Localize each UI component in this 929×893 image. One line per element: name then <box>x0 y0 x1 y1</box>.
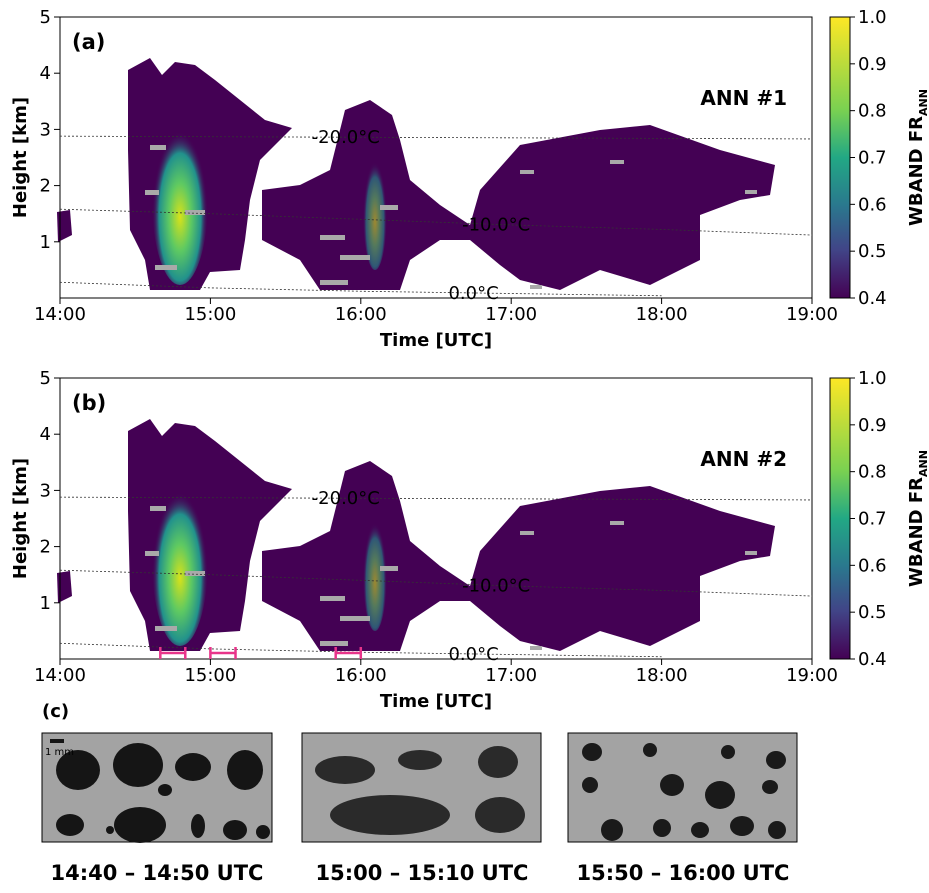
panel-label: (c) <box>42 701 69 722</box>
x-tick-label: 17:00 <box>485 665 537 686</box>
x-tick-label: 19:00 <box>786 304 838 325</box>
micrograph-panel: (c) 1 mm 14:40 – 14:50 UTC 15:00 – 15:10… <box>41 701 798 885</box>
plot-frame <box>59 377 813 660</box>
colorbar-tick-label: 0.8 <box>858 462 887 483</box>
colorbar-label-sub: ANN <box>917 89 929 116</box>
colorbar-label: WBAND FRANN <box>906 89 929 226</box>
x-tick-label: 14:00 <box>34 304 86 325</box>
x-tick-label: 15:00 <box>184 304 236 325</box>
y-tick-label: 4 <box>40 63 51 84</box>
interval <box>159 647 187 659</box>
particles <box>315 746 525 835</box>
x-tick-label: 17:00 <box>485 304 537 325</box>
isotherm <box>59 496 813 501</box>
y-tick-label: 4 <box>40 424 51 445</box>
x-tick-label: 16:00 <box>335 665 387 686</box>
interval <box>334 647 363 659</box>
y-tick-label: 5 <box>40 368 51 389</box>
y-tick-label: 1 <box>40 232 51 253</box>
isotherm-label: -20.0°C <box>312 488 380 509</box>
isotherm <box>59 569 813 597</box>
y-axis-label: Height [km] <box>10 458 31 579</box>
caption: 14:40 – 14:50 UTC <box>51 861 264 885</box>
x-axis-label: Time [UTC] <box>380 691 492 712</box>
y-tick-label: 2 <box>40 176 51 197</box>
colorbar-tick-label: 0.4 <box>858 649 887 670</box>
isotherm-label: 0.0°C <box>448 644 498 665</box>
panel: 14:00 15:00 16:00 17:00 18:00 19:00 1 2 3 4 5 Time … <box>10 7 929 351</box>
panel-label: (b) <box>72 391 106 415</box>
isotherm-label: 0.0°C <box>448 283 498 304</box>
colorbar-tick-label: 0.5 <box>858 241 887 262</box>
colorbar <box>829 16 851 299</box>
y-tick-label: 3 <box>40 480 51 501</box>
colorbar <box>829 377 851 660</box>
colorbar-tick-label: 1.0 <box>858 7 887 28</box>
colorbar-tick-label: 1.0 <box>858 368 887 389</box>
annotation: ANN #2 <box>700 447 787 471</box>
caption: 15:50 – 16:00 UTC <box>577 861 790 885</box>
scale-label: 1 mm <box>45 747 74 758</box>
colorbar-tick-label: 0.9 <box>858 54 887 75</box>
isotherm-label: -20.0°C <box>312 127 380 148</box>
x-tick-label: 15:00 <box>184 665 236 686</box>
x-tick-label: 19:00 <box>786 665 838 686</box>
colorbar-label: WBAND FRANN <box>906 450 929 587</box>
isotherm <box>59 208 813 236</box>
particles <box>50 739 270 843</box>
x-axis-label: Time [UTC] <box>380 330 492 351</box>
colorbar-tick-label: 0.6 <box>858 194 887 215</box>
isotherm-label: -10.0°C <box>462 214 530 235</box>
colorbar-tick-label: 0.7 <box>858 148 887 169</box>
colorbar-tick-label: 0.7 <box>858 509 887 530</box>
isotherm <box>59 135 813 140</box>
panel-label: (a) <box>72 30 105 54</box>
colorbar-tick-label: 0.9 <box>858 415 887 436</box>
x-tick-label: 18:00 <box>636 665 688 686</box>
panels: 14:00 15:00 16:00 17:00 18:00 19:00 1 2 3 4 5 Time … <box>10 7 929 712</box>
y-tick-label: 3 <box>40 119 51 140</box>
plot-frame <box>59 16 813 299</box>
y-tick-label: 1 <box>40 593 51 614</box>
y-tick-label: 2 <box>40 537 51 558</box>
interval <box>209 647 237 659</box>
colorbar-tick-label: 0.4 <box>858 288 887 309</box>
colorbar-tick-label: 0.5 <box>858 602 887 623</box>
radar-echo <box>57 58 775 290</box>
particles <box>582 743 786 841</box>
x-tick-label: 18:00 <box>636 304 688 325</box>
colorbar-tick-label: 0.6 <box>858 555 887 576</box>
colorbar-label-main: WBAND FR <box>906 116 927 226</box>
radar-echo <box>57 419 775 651</box>
isotherm-label: -10.0°C <box>462 575 530 596</box>
caption: 15:00 – 15:10 UTC <box>316 861 529 885</box>
x-tick-label: 16:00 <box>335 304 387 325</box>
colorbar-tick-label: 0.8 <box>858 101 887 122</box>
y-axis-label: Height [km] <box>10 97 31 218</box>
isotherm <box>59 281 662 297</box>
y-tick-label: 5 <box>40 7 51 28</box>
x-tick-label: 14:00 <box>34 665 86 686</box>
annotation: ANN #1 <box>700 86 787 110</box>
colorbar-label-main: WBAND FR <box>906 477 927 587</box>
colorbar-label-sub: ANN <box>917 450 929 477</box>
panel: 14:00 15:00 16:00 17:00 18:00 19:00 1 2 3 4 5 Time … <box>10 368 929 712</box>
